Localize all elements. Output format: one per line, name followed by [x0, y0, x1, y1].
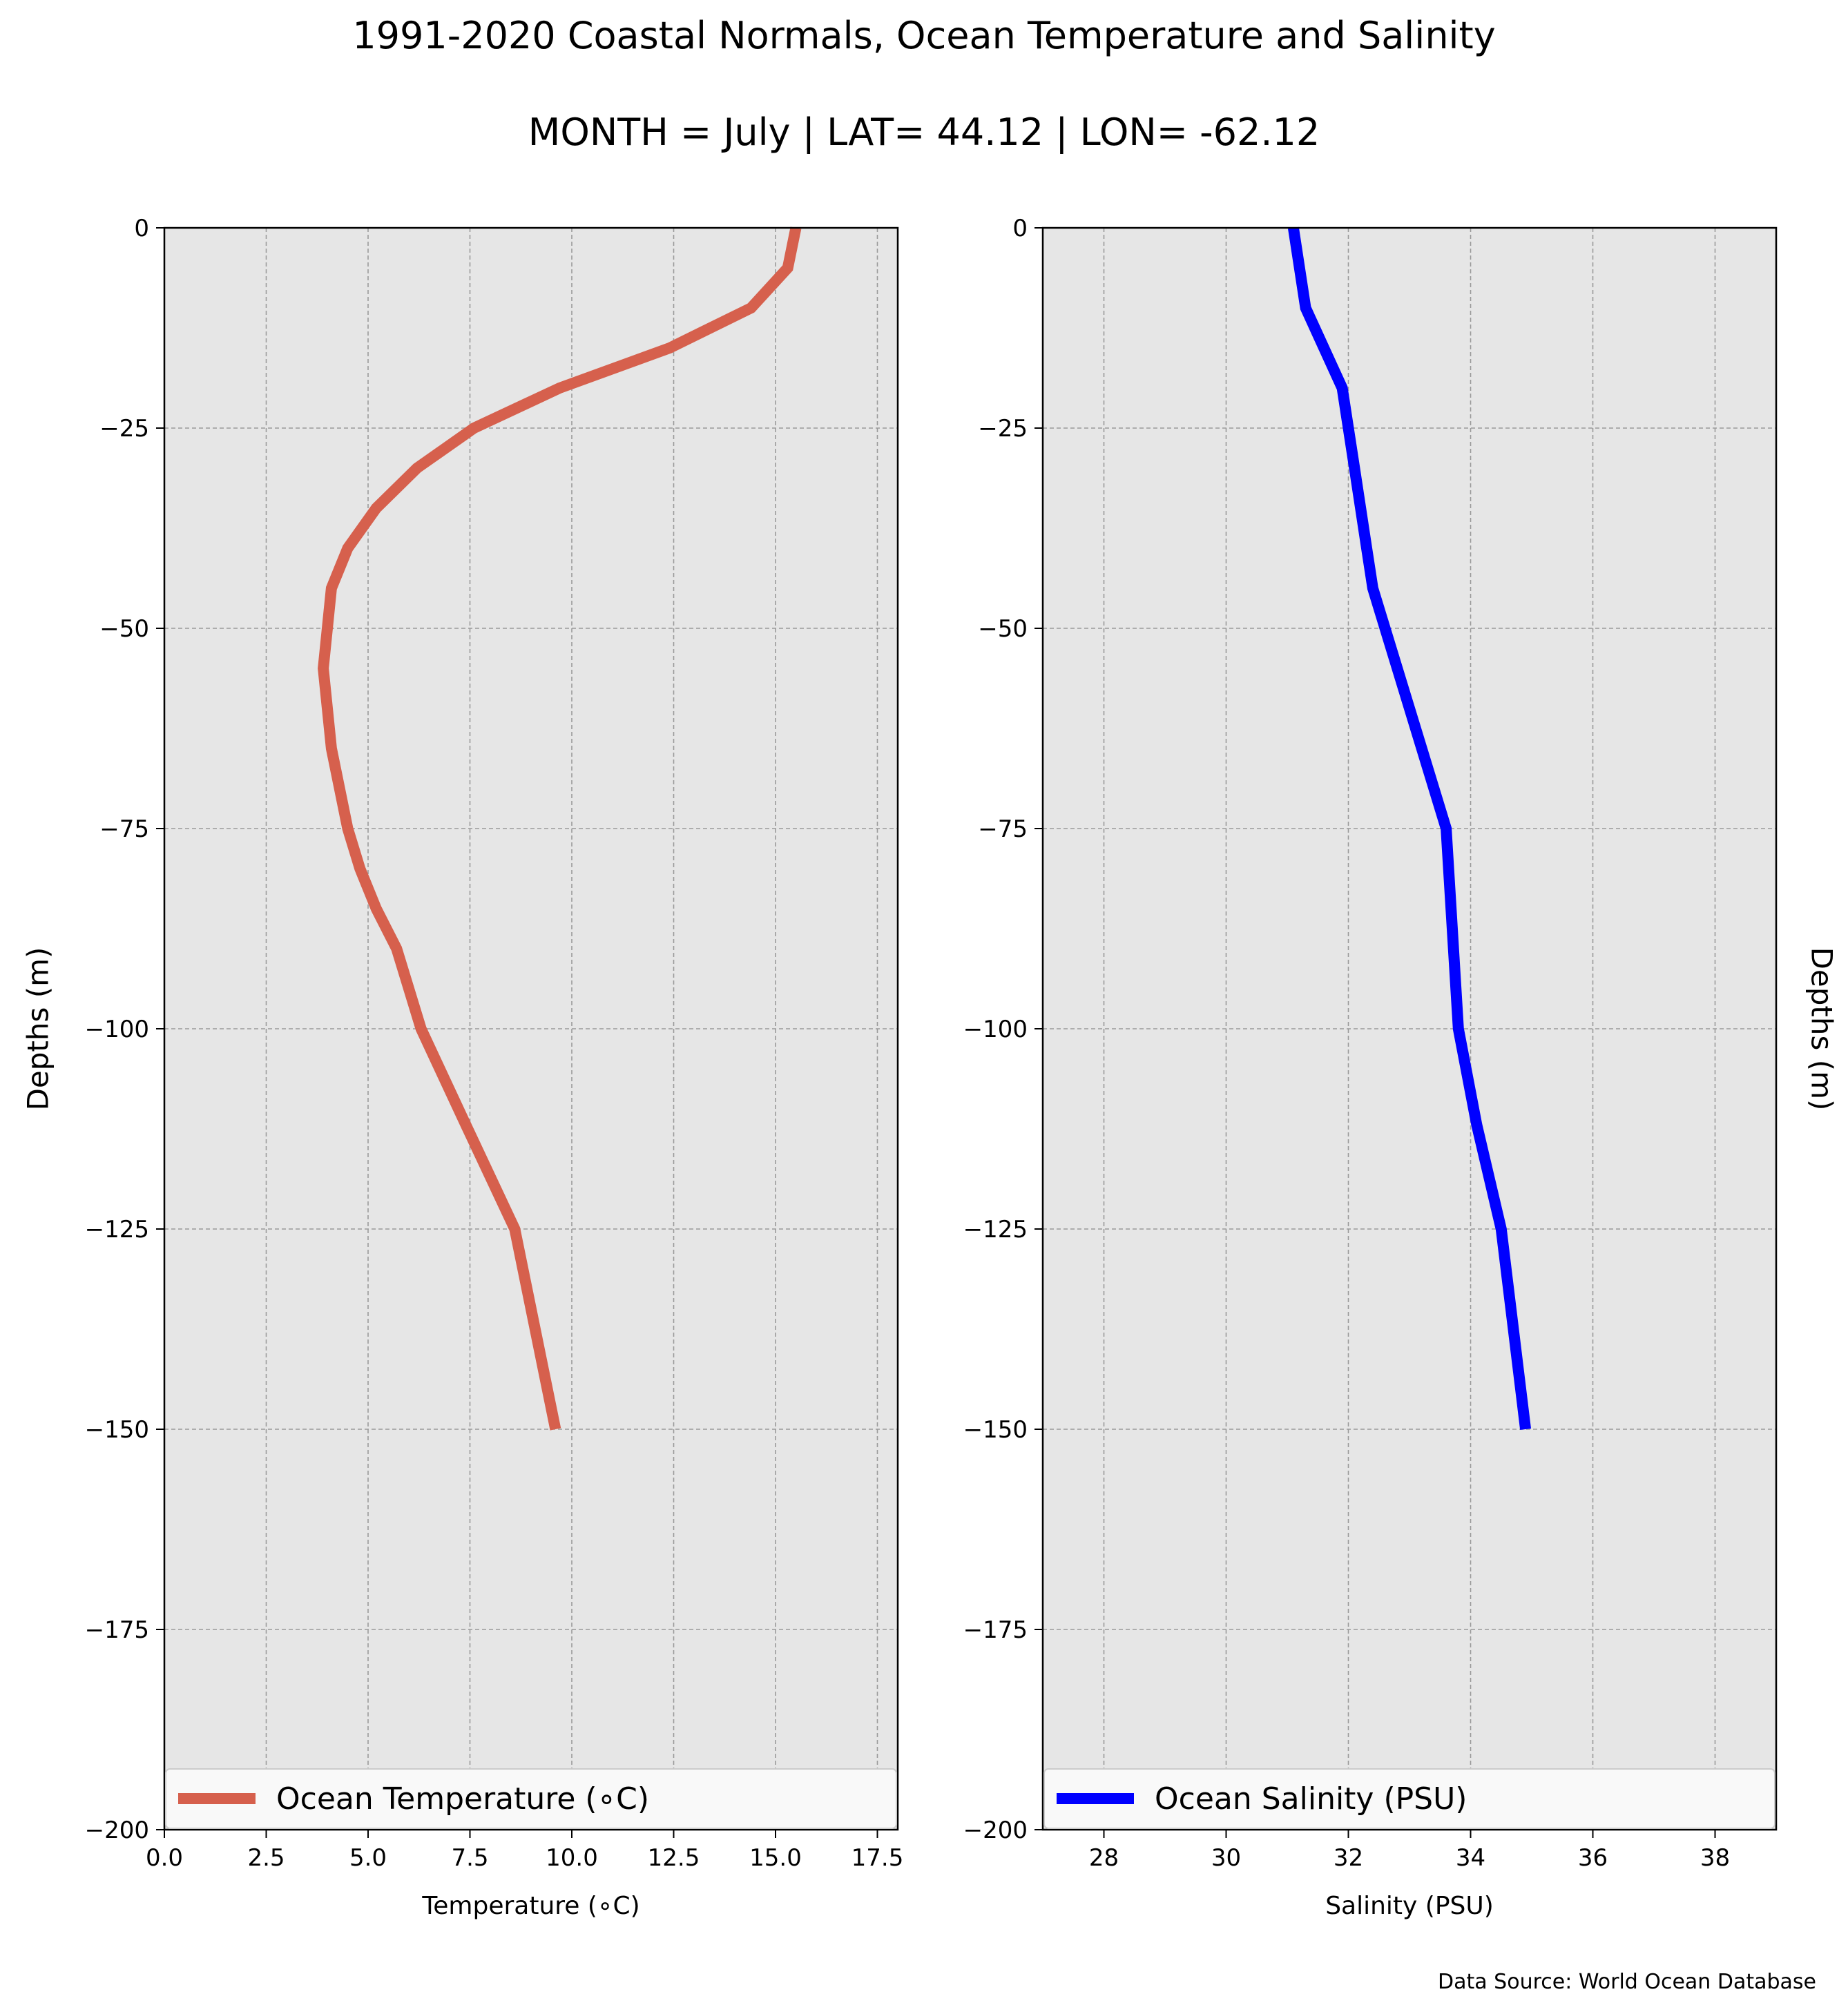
temperature-y-axis-label: Depths (m)	[21, 947, 55, 1111]
temperature-x-tick-label: 2.5	[247, 1844, 285, 1872]
chart-subtitle: MONTH = July | LAT= 44.12 | LON= -62.12	[528, 110, 1320, 154]
salinity-y-tick-label: −150	[963, 1416, 1028, 1444]
salinity-x-tick-label: 38	[1700, 1844, 1730, 1872]
salinity-x-tick-label: 28	[1089, 1844, 1119, 1872]
salinity-y-tick-label: 0	[1012, 215, 1028, 242]
temperature-x-tick-label: 0.0	[146, 1844, 183, 1872]
salinity-y-tick-label: −100	[963, 1016, 1028, 1043]
temperature-x-axis-label: Temperature (∘C)	[421, 1892, 639, 1920]
salinity-legend	[1043, 1768, 1775, 1829]
temperature-y-tick-label: −75	[99, 815, 149, 843]
salinity-y-tick-label: −200	[963, 1817, 1028, 1844]
temperature-y-tick-label: −50	[99, 615, 149, 643]
temperature-x-tick-label: 10.0	[546, 1844, 598, 1872]
salinity-y-axis-label: Depths (m)	[1804, 947, 1838, 1111]
temperature-x-tick-label: 7.5	[451, 1844, 488, 1872]
temperature-legend	[165, 1768, 897, 1829]
chart-title: 1991-2020 Coastal Normals, Ocean Tempera…	[352, 14, 1495, 57]
temperature-y-tick-label: −25	[99, 415, 149, 443]
temperature-x-tick-label: 17.5	[851, 1844, 904, 1872]
temperature-legend-label: Ocean Temperature (∘C)	[276, 1781, 649, 1817]
salinity-y-tick-label: −75	[978, 815, 1028, 843]
salinity-series-line	[1287, 226, 1532, 1430]
salinity-y-tick-label: −25	[978, 415, 1028, 443]
temperature-y-tick-label: −125	[85, 1216, 149, 1244]
salinity-y-tick-label: −50	[978, 615, 1028, 643]
salinity-x-tick-label: 34	[1456, 1844, 1485, 1872]
salinity-y-tick-label: −175	[963, 1616, 1028, 1644]
salinity-x-tick-label: 32	[1334, 1844, 1363, 1872]
temperature-x-tick-label: 12.5	[648, 1844, 700, 1872]
temperature-series-line	[318, 226, 802, 1431]
temperature-y-tick-label: 0	[134, 215, 149, 242]
salinity-x-tick-label: 30	[1211, 1844, 1241, 1872]
source-note: Data Source: World Ocean Database	[1438, 1970, 1816, 1994]
temperature-panel: 0.0 2.5 5.0 7.5 10.0 12.5 15.0 17.5 0 −25 −50 −75 −1…	[21, 215, 904, 1920]
salinity-x-tick-label: 36	[1578, 1844, 1608, 1872]
temperature-y-tick-label: −150	[85, 1416, 149, 1444]
salinity-legend-label: Ocean Salinity (PSU)	[1155, 1781, 1467, 1817]
temperature-y-tick-label: −100	[85, 1016, 149, 1043]
temperature-x-tick-label: 5.0	[349, 1844, 387, 1872]
salinity-x-axis-label: Salinity (PSU)	[1325, 1892, 1494, 1920]
salinity-y-tick-label: −125	[963, 1216, 1028, 1244]
temperature-x-tick-label: 15.0	[749, 1844, 802, 1872]
temperature-y-tick-label: −175	[85, 1616, 149, 1644]
temperature-y-tick-label: −200	[85, 1817, 149, 1844]
salinity-panel: 28 30 32 34 36 38 0 −25 −50 −75 −100 −125 −150 −175 −2…	[963, 215, 1839, 1920]
